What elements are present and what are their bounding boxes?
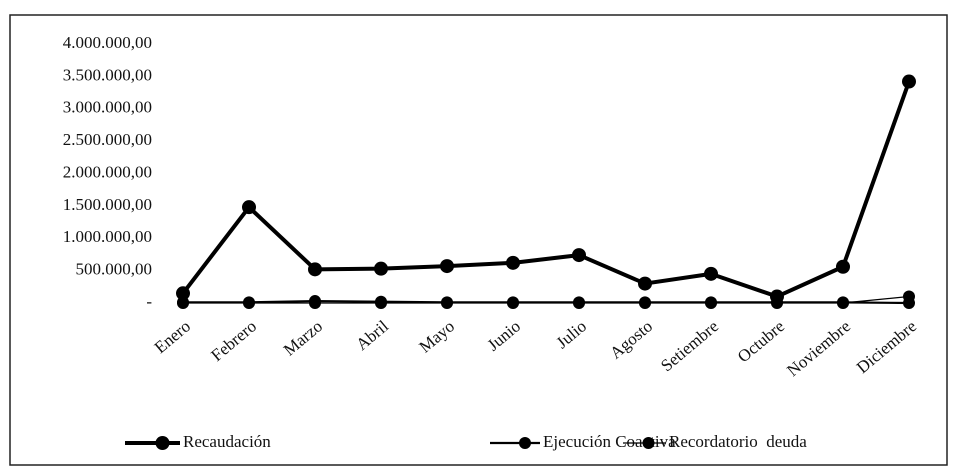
- series-marker: [309, 297, 321, 309]
- series-marker: [177, 297, 189, 309]
- y-tick-label: 3.500.000,00: [63, 65, 152, 84]
- series-marker: [771, 297, 783, 309]
- series-marker: [903, 290, 915, 303]
- series-marker: [704, 266, 718, 281]
- series-marker: [242, 200, 256, 215]
- legend-label: Ejecución Coactiva: [543, 432, 676, 451]
- y-tick-label: 2.000.000,00: [63, 162, 152, 181]
- series-marker: [573, 297, 585, 309]
- series-marker: [308, 262, 322, 277]
- series-marker: [507, 297, 519, 309]
- series-line: [183, 299, 910, 305]
- series-marker: [506, 255, 520, 270]
- y-tick-label: 3.000.000,00: [63, 98, 152, 117]
- y-tick-label: 500.000,00: [76, 260, 153, 279]
- legend-marker: [155, 436, 170, 450]
- series-line: [183, 295, 910, 304]
- series-marker: [440, 259, 454, 274]
- series-marker: [638, 276, 652, 291]
- y-tick-label: -: [146, 292, 152, 311]
- series-line: [181, 80, 911, 299]
- series-marker: [176, 286, 190, 301]
- series-marker: [441, 297, 453, 309]
- series-marker: [705, 297, 717, 309]
- chart-border: [9, 14, 948, 466]
- legend-marker: [642, 437, 655, 449]
- y-tick-label: 1.500.000,00: [63, 195, 152, 214]
- y-tick-label: 4.000.000,00: [63, 33, 152, 52]
- series-marker: [836, 259, 850, 274]
- legend-marker: [519, 437, 531, 449]
- y-tick-label: 1.000.000,00: [63, 227, 152, 246]
- legend-label: Recordatorio deuda: [669, 432, 807, 451]
- series-marker: [572, 248, 586, 263]
- y-tick-label: 2.500.000,00: [63, 130, 152, 149]
- series-marker: [375, 297, 387, 309]
- series-marker: [639, 297, 651, 309]
- legend-label: Recaudación: [183, 432, 271, 451]
- series-marker: [243, 297, 255, 309]
- series-marker: [902, 74, 916, 89]
- series-marker: [374, 261, 388, 276]
- series-marker: [837, 297, 849, 309]
